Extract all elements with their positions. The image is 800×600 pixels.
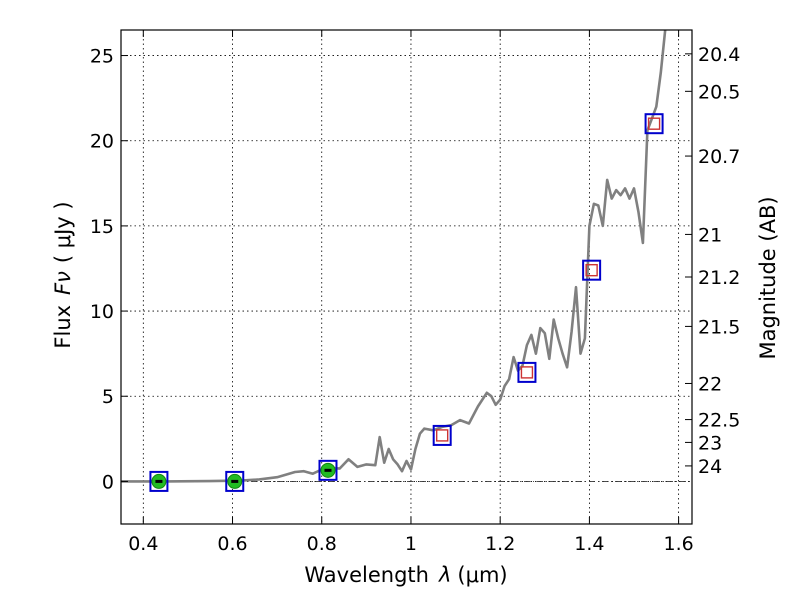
- y-tick-labels: 0 5 10 15 20 25: [90, 46, 114, 494]
- magnitude-tick-label: 22.5: [698, 410, 740, 432]
- green-point-center: [231, 479, 239, 483]
- y-tick-label: 5: [102, 386, 114, 408]
- magnitude-tick-label: 21.5: [698, 316, 740, 338]
- blue-square: [225, 470, 245, 492]
- red-square: [435, 429, 449, 442]
- spectrum-line: [121, 30, 667, 483]
- x-tick-label: 1.2: [485, 533, 515, 555]
- green-point-center: [155, 479, 163, 483]
- x-tick-labels: 0.4 0.6 0.8 1 1.2 1.4 1.6: [128, 533, 694, 555]
- magnitude-tick-label: 20.7: [698, 146, 740, 168]
- x-tick-label: 0.4: [128, 533, 158, 555]
- axis-ticks: [121, 30, 692, 524]
- y-tick-label: 25: [90, 46, 114, 68]
- blue-square: [318, 459, 338, 481]
- magnitude-tick-label: 24: [698, 456, 722, 478]
- y-tick-label: 0: [102, 471, 114, 493]
- blue-square: [517, 361, 537, 383]
- blue-square: [644, 113, 664, 135]
- red-square: [585, 263, 598, 277]
- grid-lines: [121, 30, 692, 524]
- y-tick-label: 15: [90, 216, 114, 238]
- green-point-center: [324, 468, 332, 472]
- x-tick-label: 1.4: [574, 533, 604, 555]
- magnitude-tick-label: 22: [698, 373, 722, 395]
- x-tick-label: 1: [405, 533, 417, 555]
- x-tick-label: 1.6: [664, 533, 694, 555]
- magnitude-tick-label: 20.5: [698, 81, 740, 103]
- y-tick-label: 10: [90, 301, 114, 323]
- x-axis-label: Wavelength λ (μm): [304, 563, 507, 587]
- magnitude-tick-label: 23: [698, 432, 722, 454]
- magnitude-axis-label: Magnitude (AB): [756, 196, 780, 359]
- magnitude-tick-label: 21: [698, 224, 722, 246]
- y-tick-label: 20: [90, 131, 114, 153]
- spectrum-series: [121, 30, 667, 483]
- magnitude-tick-label: 21.2: [698, 267, 740, 289]
- photometry-points: [149, 113, 664, 492]
- magnitude-tick-label: 20.4: [698, 44, 740, 66]
- red-square: [647, 117, 661, 130]
- y-axis-label: FluxFν( μJy ): [51, 201, 75, 348]
- blue-square: [432, 424, 452, 446]
- plot-frame: [120, 29, 693, 525]
- blue-square: [149, 470, 169, 492]
- blue-square: [582, 259, 602, 281]
- red-square: [520, 366, 534, 379]
- x-tick-label: 0.6: [217, 533, 247, 555]
- x-tick-label: 0.8: [307, 533, 337, 555]
